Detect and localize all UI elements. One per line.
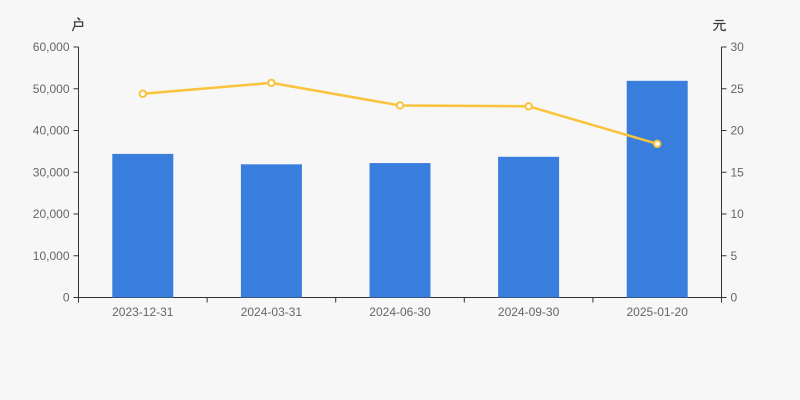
x-axis-category-label: 2024-09-30: [498, 305, 560, 319]
right-axis-tick-label: 30: [731, 40, 745, 54]
right-axis-unit-yuan-icon: [713, 19, 726, 32]
bar[interactable]: [240, 164, 302, 298]
bar[interactable]: [369, 163, 431, 298]
right-axis-tick-label: 10: [731, 207, 745, 221]
line-data-point-marker[interactable]: [524, 102, 533, 111]
bar[interactable]: [626, 80, 688, 298]
left-axis-unit-hu-icon: [72, 17, 84, 32]
x-axis-category-label: 2023-12-31: [112, 305, 174, 319]
left-axis-tick-label: 0: [63, 291, 70, 305]
left-axis-tick-label: 40,000: [33, 124, 70, 138]
left-axis-tick-label: 50,000: [33, 82, 70, 96]
x-axis-category-label: 2024-06-30: [369, 305, 431, 319]
line-data-point-marker[interactable]: [395, 101, 405, 110]
bar[interactable]: [498, 156, 560, 298]
line-series-path: [141, 81, 659, 146]
line-data-point-marker[interactable]: [267, 78, 276, 88]
left-axis-tick-label: 30,000: [33, 165, 70, 179]
right-axis-tick-label: 0: [731, 291, 738, 305]
right-axis-tick-label: 15: [731, 165, 745, 179]
left-axis-tick-label: 60,000: [33, 40, 70, 54]
right-axis-tick-label: 25: [731, 82, 745, 96]
line-data-point-marker[interactable]: [138, 89, 148, 98]
left-axis-tick-label: 20,000: [33, 207, 70, 221]
bar[interactable]: [112, 153, 174, 298]
left-axis-tick-label: 10,000: [33, 249, 70, 263]
right-axis-tick-label: 20: [731, 124, 745, 138]
right-axis-tick-label: 5: [731, 249, 738, 263]
line-data-point-marker[interactable]: [653, 139, 662, 149]
x-axis-category-label: 2024-03-31: [241, 305, 303, 319]
x-axis-category-label: 2025-01-20: [627, 305, 689, 319]
